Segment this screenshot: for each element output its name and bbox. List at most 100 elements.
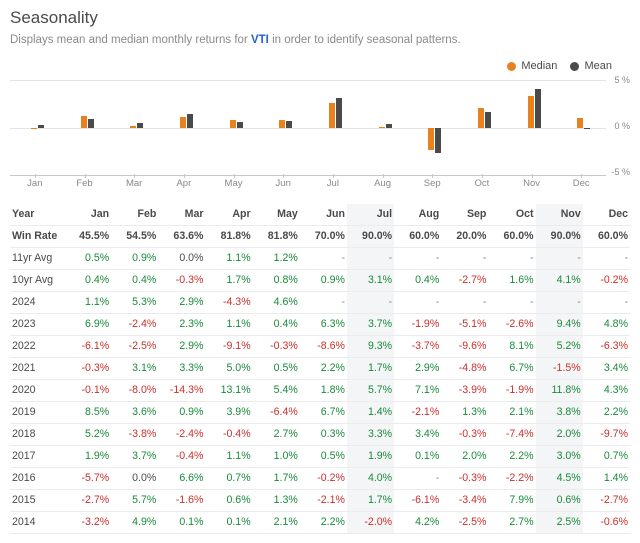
chart-xtick: Oct: [457, 178, 507, 196]
table-cell: 1.2%: [253, 247, 300, 269]
table-cell: 2.9%: [394, 357, 441, 379]
chart-bar-median: [428, 128, 434, 151]
table-col-header: Apr: [205, 204, 252, 226]
row-label: 11yr Avg: [10, 247, 64, 269]
table-cell: 0.1%: [394, 445, 441, 467]
table-cell: -: [488, 291, 535, 313]
chart-bar-mean: [336, 98, 342, 127]
table-cell: 0.4%: [253, 313, 300, 335]
chart-month-col: [258, 81, 308, 175]
table-cell: 54.5%: [111, 225, 158, 247]
chart-bar-median: [478, 108, 484, 128]
row-label: 2020: [10, 379, 64, 401]
table-cell: -2.4%: [111, 313, 158, 335]
table-cell: 5.7%: [347, 379, 394, 401]
table-cell: 1.9%: [64, 445, 111, 467]
table-cell: -14.3%: [158, 379, 205, 401]
table-cell: 1.1%: [205, 247, 252, 269]
table-header: YearJanFebMarAprMayJunJulAugSepOctNovDec: [10, 204, 630, 226]
table-cell: -: [394, 247, 441, 269]
table-cell: -: [441, 291, 488, 313]
chart-bar-median: [130, 126, 136, 128]
row-label: 2016: [10, 467, 64, 489]
table-cell: -2.1%: [300, 489, 347, 511]
table-cell: -5.1%: [441, 313, 488, 335]
chart-bar-median: [577, 118, 583, 127]
chart-month-col: [556, 81, 606, 175]
table-cell: 0.1%: [158, 511, 205, 533]
subtitle-post: in order to identify seasonal patterns.: [269, 34, 461, 46]
table-cell: 3.6%: [111, 401, 158, 423]
table-cell: 0.0%: [158, 247, 205, 269]
table-row: 10yr Avg0.4%0.4%-0.3%1.7%0.8%0.9%3.1%0.4…: [10, 269, 630, 291]
legend-median: Median: [507, 60, 557, 72]
table-cell: 2.9%: [158, 291, 205, 313]
chart-month-col: [407, 81, 457, 175]
table-cell: -: [347, 247, 394, 269]
table-cell: -9.1%: [205, 335, 252, 357]
table-cell: 2.2%: [488, 445, 535, 467]
table-cell: -3.2%: [64, 511, 111, 533]
chart-bar-median: [230, 120, 236, 128]
chart-bar-mean: [485, 112, 491, 127]
chart-xtick: Jul: [308, 178, 358, 196]
chart-plot-area: [10, 80, 606, 176]
chart-bar-mean: [187, 114, 193, 127]
table-cell: -: [536, 247, 583, 269]
table-cell: -3.7%: [394, 335, 441, 357]
legend-swatch-mean: [570, 62, 579, 71]
chart-xtick: Nov: [507, 178, 557, 196]
table-col-header: Jan: [64, 204, 111, 226]
chart-xtick: Mar: [109, 178, 159, 196]
row-label: 2017: [10, 445, 64, 467]
chart-bars: [10, 81, 606, 175]
table-cell: -0.4%: [205, 423, 252, 445]
table-cell: -5.7%: [64, 467, 111, 489]
table-cell: 2.3%: [158, 313, 205, 335]
table-col-header: Dec: [583, 204, 630, 226]
table-cell: 13.1%: [205, 379, 252, 401]
table-cell: 2.7%: [488, 511, 535, 533]
table-cell: 5.0%: [205, 357, 252, 379]
table-row: 2015-2.7%5.7%-1.6%0.6%1.3%-2.1%1.7%-6.1%…: [10, 489, 630, 511]
table-cell: 0.5%: [300, 445, 347, 467]
table-cell: 0.7%: [583, 445, 630, 467]
table-cell: -: [300, 291, 347, 313]
table-cell: -2.6%: [488, 313, 535, 335]
row-label: 2019: [10, 401, 64, 423]
table-cell: 11.8%: [536, 379, 583, 401]
chart-xtick: Jan: [10, 178, 60, 196]
table-cell: 63.6%: [158, 225, 205, 247]
table-cell: -0.1%: [64, 379, 111, 401]
table-cell: 3.4%: [394, 423, 441, 445]
ticker-link[interactable]: VTI: [251, 34, 269, 46]
chart-bar-mean: [137, 123, 143, 128]
table-cell: 70.0%: [300, 225, 347, 247]
chart-xtick: Jun: [258, 178, 308, 196]
table-cell: 5.4%: [253, 379, 300, 401]
chart-bar-median: [31, 128, 37, 130]
table-cell: 1.7%: [253, 467, 300, 489]
table-cell: -2.5%: [441, 511, 488, 533]
table-cell: -2.7%: [64, 489, 111, 511]
table-cell: 81.8%: [253, 225, 300, 247]
table-col-header: Oct: [488, 204, 535, 226]
table-cell: 9.3%: [347, 335, 394, 357]
table-col-header: Year: [10, 204, 64, 226]
table-cell: -1.9%: [394, 313, 441, 335]
chart-bar-mean: [386, 124, 392, 128]
table-cell: 2.2%: [300, 511, 347, 533]
table-cell: 1.1%: [64, 291, 111, 313]
chart-bar-mean: [584, 128, 590, 130]
chart-bar-median: [379, 127, 385, 128]
table-cell: 3.1%: [347, 269, 394, 291]
table-cell: 1.9%: [347, 445, 394, 467]
table-col-header: Jul: [347, 204, 394, 226]
table-cell: 4.5%: [536, 467, 583, 489]
table-row: 11yr Avg0.5%0.9%0.0%1.1%1.2%-------: [10, 247, 630, 269]
chart-month-col: [308, 81, 358, 175]
table-cell: -0.4%: [158, 445, 205, 467]
table-cell: -: [536, 291, 583, 313]
table-cell: -: [441, 247, 488, 269]
table-cell: -2.0%: [347, 511, 394, 533]
